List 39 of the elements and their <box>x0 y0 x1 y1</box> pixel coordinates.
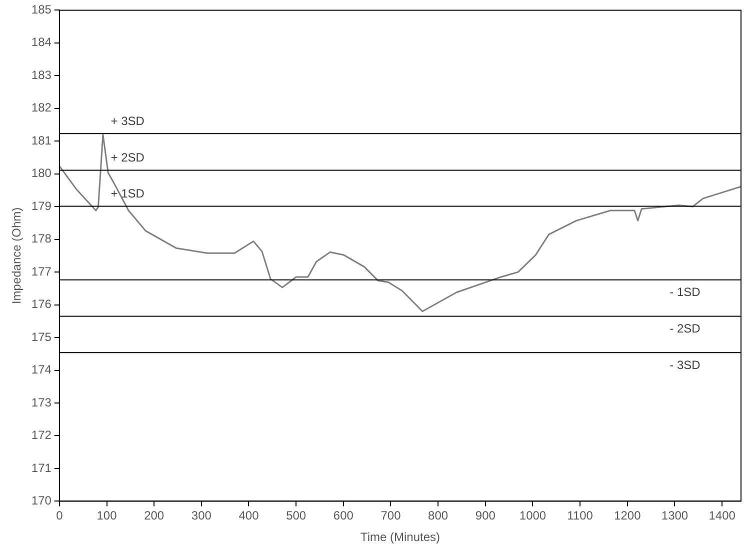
x-tick-label: 1100 <box>567 508 594 523</box>
y-tick-label: 183 <box>31 68 52 82</box>
y-tick-label: 181 <box>31 133 52 148</box>
y-tick-label: 184 <box>31 35 52 50</box>
x-tick-label: 100 <box>96 508 118 523</box>
ref-line-label: - 3SD <box>670 358 701 372</box>
ref-line-label: + 1SD <box>110 186 145 201</box>
x-tick-label: 1300 <box>661 508 688 523</box>
x-tick-label: 600 <box>333 508 354 523</box>
y-tick-label: 173 <box>31 395 52 410</box>
ref-line-label: + 3SD <box>110 114 145 128</box>
x-tick-label: 200 <box>144 508 164 523</box>
y-axis-title: Impedance (Ohm) <box>10 207 24 304</box>
x-tick-label: 0 <box>56 508 64 523</box>
y-tick-label: 171 <box>31 460 52 475</box>
x-tick-label: 700 <box>380 508 402 523</box>
y-tick-label: 176 <box>31 297 52 312</box>
x-tick-label: 400 <box>238 508 260 523</box>
x-tick-label: 900 <box>475 508 496 523</box>
y-tick-label: 174 <box>31 362 52 377</box>
x-tick-label: 1000 <box>519 508 546 523</box>
x-tick-label: 1200 <box>614 508 642 523</box>
y-tick-label: 175 <box>31 330 52 344</box>
y-tick-label: 182 <box>31 100 52 115</box>
ref-line-label: - 2SD <box>670 322 701 336</box>
x-tick-label: 500 <box>286 508 306 523</box>
ref-line-label: - 1SD <box>670 285 701 300</box>
y-tick-label: 177 <box>31 264 52 278</box>
y-tick-label: 172 <box>31 428 52 442</box>
y-tick-label: 178 <box>31 232 52 246</box>
ref-line-label: + 2SD <box>110 150 145 165</box>
y-tick-label: 185 <box>31 2 52 17</box>
y-tick-label: 179 <box>31 198 52 213</box>
x-tick-label: 300 <box>191 508 212 523</box>
y-tick-label: 180 <box>31 166 52 180</box>
x-tick-label: 800 <box>428 508 448 523</box>
x-axis-title: Time (Minutes) <box>360 530 440 544</box>
y-tick-label: 170 <box>31 494 52 508</box>
x-tick-label: 1400 <box>708 508 736 523</box>
